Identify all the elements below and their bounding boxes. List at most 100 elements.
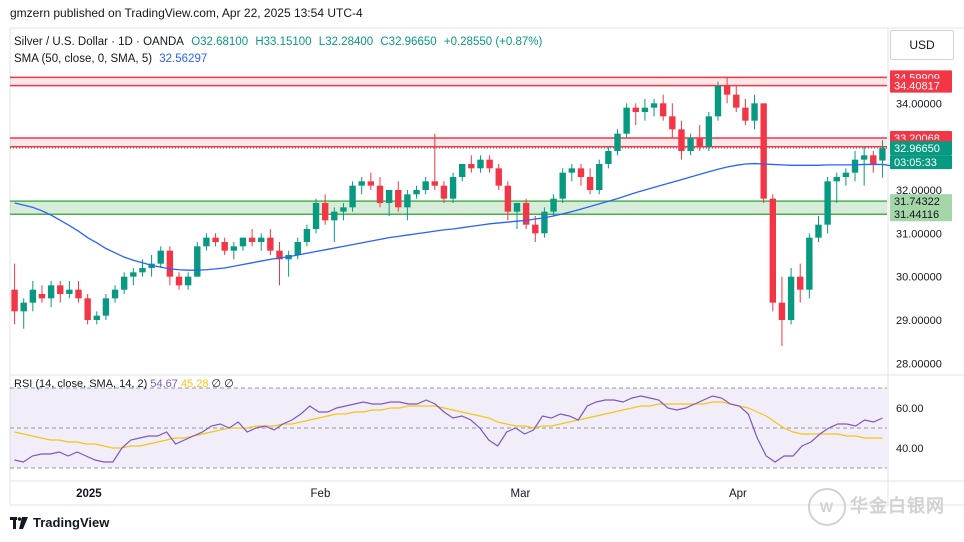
candle-body	[778, 302, 786, 320]
footer-brand[interactable]: TradingView	[10, 515, 109, 530]
price-label-text: 03:05:33	[894, 157, 937, 169]
symbol-name[interactable]: Silver / U.S. Dollar · 1D · OANDA	[14, 36, 184, 48]
price-tick-label: 28.00000	[896, 358, 942, 370]
candle-body	[650, 103, 658, 108]
candle-body	[541, 211, 548, 234]
candle-body	[833, 177, 840, 182]
tradingview-logo-icon	[10, 516, 28, 529]
candle-body	[577, 168, 585, 177]
high-value: H33.15100	[255, 36, 312, 48]
watermark: W 华金白银网	[808, 488, 945, 526]
change-value: +0.28550 (+0.87%)	[443, 36, 543, 48]
open-value: O32.68100	[191, 36, 249, 48]
currency-button[interactable]: USD	[890, 30, 954, 60]
price-label-text: 32.96650	[894, 143, 940, 155]
candle-body	[696, 138, 703, 147]
candle-body	[221, 242, 228, 251]
candle-body	[806, 237, 813, 290]
time-tick-label: Apr	[729, 488, 747, 500]
candle-body	[486, 159, 493, 169]
candle-body	[797, 276, 804, 290]
rsi-tick-label: 40.00	[896, 443, 924, 455]
candle-body	[522, 203, 530, 225]
candle-body	[605, 151, 612, 164]
candle-body	[550, 198, 557, 212]
candle-body	[714, 86, 722, 117]
candle-body	[751, 103, 758, 121]
candle-body	[102, 298, 110, 316]
candle-body	[276, 250, 283, 260]
candle-body	[504, 185, 512, 212]
candle-body	[239, 237, 247, 247]
low-value: L32.28400	[318, 36, 374, 48]
candle-body	[687, 138, 694, 151]
price-label-text: 31.74322	[894, 196, 940, 208]
candle-body	[742, 107, 749, 121]
candle-body	[321, 203, 329, 221]
price-tick-label: 30.00000	[896, 272, 942, 284]
candle-body	[733, 94, 740, 108]
candle-body	[29, 289, 37, 303]
price-label-box	[890, 155, 952, 170]
candle-body	[431, 181, 438, 186]
price-label-box	[890, 194, 952, 209]
candle-body	[47, 285, 55, 299]
candle-body	[258, 237, 265, 242]
candle-body	[248, 237, 256, 242]
zone-resistance	[10, 77, 887, 86]
candle-body	[294, 242, 301, 255]
candle-body	[586, 177, 594, 190]
candle-body	[860, 155, 868, 160]
sma-label[interactable]: SMA (50, close, 0, SMA, 5)	[14, 53, 153, 65]
candle-body	[659, 103, 667, 117]
candle-body	[568, 168, 576, 173]
sma-line	[14, 162, 892, 271]
candle-body	[267, 237, 274, 251]
candle-body	[879, 148, 886, 161]
time-tick-label: 2025	[76, 488, 102, 500]
price-label-text: 34.40817	[894, 81, 940, 93]
rsi-tick-label: 60.00	[896, 403, 924, 415]
symbol-legend: Silver / U.S. Dollar · 1D · OANDA O32.68…	[14, 34, 546, 68]
candle-body	[139, 268, 146, 273]
candle-body	[184, 276, 192, 286]
candle-body	[815, 224, 822, 238]
candle-body	[842, 172, 850, 177]
candle-body	[303, 229, 311, 242]
candle-body	[669, 116, 676, 130]
candle-body	[230, 246, 238, 251]
zone-resistance	[10, 137, 887, 147]
candle-body	[331, 211, 338, 221]
rsi-line	[14, 395, 883, 463]
candle-body	[723, 86, 731, 95]
candle-body	[678, 129, 685, 151]
candle-body	[641, 107, 649, 112]
candle-body	[870, 155, 877, 164]
candle-body	[760, 103, 767, 199]
candle-body	[111, 289, 119, 299]
candle-body	[532, 224, 539, 234]
candle-body	[93, 315, 100, 320]
candle-body	[157, 250, 164, 264]
candle-body	[614, 133, 621, 151]
candle-body	[175, 276, 183, 286]
candle-body	[212, 237, 219, 242]
price-tick-label: 29.00000	[896, 315, 942, 327]
candle-body	[203, 237, 210, 247]
candle-body	[413, 190, 420, 195]
candle-body	[75, 289, 82, 299]
candle-body	[623, 107, 630, 134]
candle-body	[440, 185, 448, 199]
watermark-text: 华金白银网	[850, 495, 945, 516]
candle-body	[395, 190, 402, 208]
candle-body	[513, 203, 521, 212]
price-tick-label: 34.00000	[896, 98, 942, 110]
candle-body	[376, 185, 384, 203]
brand-name: TradingView	[33, 515, 110, 530]
candle-body	[20, 302, 27, 312]
candle-body	[11, 289, 18, 312]
candle-body	[449, 177, 457, 199]
candle-body	[422, 181, 429, 190]
price-tick-label: 31.00000	[896, 228, 942, 240]
